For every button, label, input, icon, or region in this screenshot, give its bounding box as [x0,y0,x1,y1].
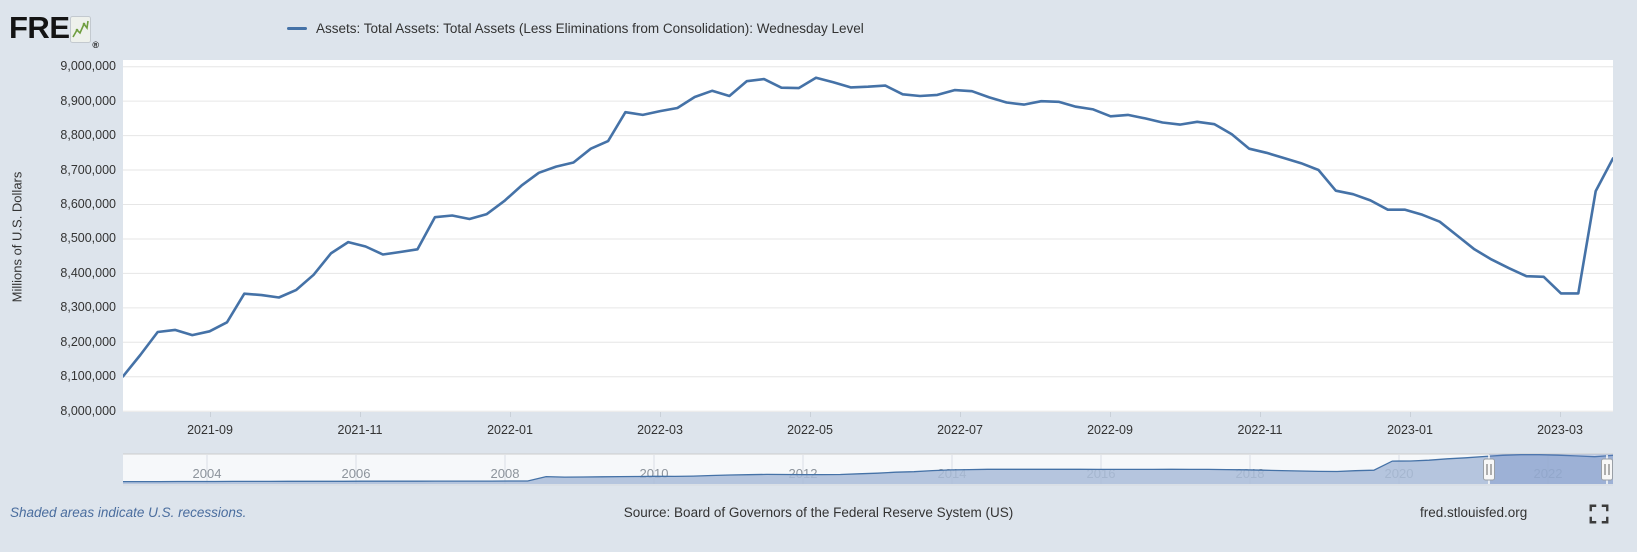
series-legend-dash [287,26,307,31]
main-chart-svg [123,66,1613,412]
x-tick-mark [1560,412,1561,417]
y-tick-label: 8,600,000 [60,197,116,211]
range-navigator[interactable]: 2004200620082010201220142016201820202022 [123,453,1614,487]
x-tick-mark [1260,412,1261,417]
navigator-year-label: 2008 [491,466,520,481]
x-tick-label: 2022-11 [1237,423,1283,437]
navigator-year-label: 2004 [193,466,222,481]
site-link: fred.stlouisfed.org [1420,505,1528,520]
y-tick-label: 9,000,000 [60,59,116,74]
series-legend-label: Assets: Total Assets: Total Assets (Less… [316,21,864,36]
navigator-left-handle[interactable] [1483,458,1495,481]
y-tick-label: 8,800,000 [60,128,116,143]
x-tick-mark [510,412,511,417]
x-tick-mark [1410,412,1411,417]
y-tick-label: 8,300,000 [60,300,116,315]
x-tick-mark [960,412,961,417]
x-tick-label: 2023-01 [1387,423,1433,437]
navigator-right-handle[interactable] [1601,458,1613,481]
sparkline-icon [70,16,91,48]
x-tick-mark [210,412,211,417]
series-legend: Assets: Total Assets: Total Assets (Less… [287,21,864,36]
x-tick-mark [660,412,661,417]
x-tick-label: 2021-09 [187,423,233,437]
x-tick-mark [810,412,811,417]
navigator-svg: 2004200620082010201220142016201820202022 [123,453,1614,486]
fullscreen-icon[interactable] [1588,503,1610,525]
recession-note: Shaded areas indicate U.S. recessions. [10,505,247,520]
series-line [123,76,1613,378]
main-chart-plot-area[interactable] [123,60,1613,412]
x-tick-label: 2022-07 [937,423,983,437]
navigator-selected-range[interactable] [1489,454,1613,484]
y-tick-label: 8,100,000 [60,369,116,384]
x-tick-mark [1110,412,1111,417]
x-tick-label: 2023-03 [1537,423,1583,437]
x-tick-label: 2022-09 [1087,423,1133,437]
navigator-area [123,454,1613,484]
navigator-line [123,454,1614,483]
navigator-year-label: 2006 [342,466,371,481]
registered-mark: ® [92,40,99,50]
y-tick-label: 8,400,000 [60,265,116,280]
y-tick-label: 8,200,000 [60,334,116,349]
x-tick-label: 2022-03 [637,423,683,437]
x-tick-label: 2022-05 [787,423,833,437]
y-tick-label: 8,000,000 [60,403,116,418]
source-text: Source: Board of Governors of the Federa… [623,505,1014,520]
y-tick-label: 8,700,000 [60,162,116,177]
y-tick-label: 8,500,000 [60,231,116,246]
y-tick-label: 8,900,000 [60,93,116,108]
x-tick-label: 2022-01 [487,423,533,437]
x-tick-mark [360,412,361,417]
x-tick-label: 2021-11 [337,423,383,437]
